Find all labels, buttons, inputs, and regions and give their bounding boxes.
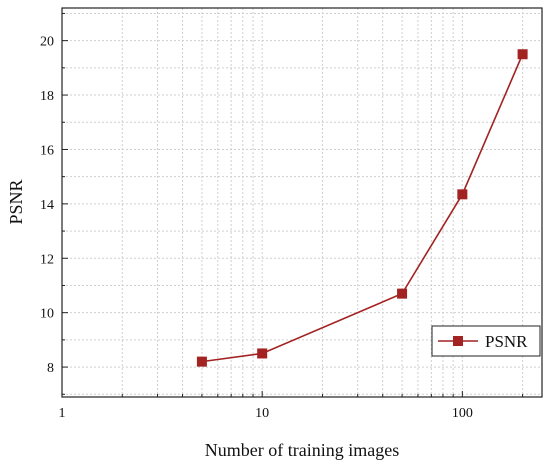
- legend-marker: [453, 336, 463, 346]
- x-tick-label: 10: [255, 406, 269, 421]
- y-tick-label: 14: [40, 198, 54, 213]
- x-tick-labels: 1 10 100: [59, 406, 473, 421]
- data-point: [457, 189, 468, 200]
- y-tick-label: 16: [40, 143, 54, 158]
- data-point: [517, 49, 528, 60]
- y-tick-label: 18: [40, 89, 54, 104]
- data-point: [397, 288, 408, 299]
- y-tick-label: 8: [47, 361, 54, 376]
- y-axis-title: PSNR: [6, 179, 26, 224]
- y-tick-labels: 8 10 12 14 16 18 20: [40, 35, 54, 376]
- x-tick-label: 1: [59, 406, 66, 421]
- series-psnr: [196, 49, 528, 367]
- y-tick-label: 10: [40, 307, 54, 322]
- x-tick-label: 100: [452, 406, 473, 421]
- legend-label-psnr: PSNR: [485, 332, 528, 351]
- data-point: [196, 356, 207, 367]
- axis-ticks: [62, 12, 524, 397]
- y-tick-label: 20: [40, 35, 54, 50]
- legend: PSNR: [431, 325, 541, 357]
- data-point: [257, 348, 268, 359]
- y-tick-label: 12: [40, 252, 54, 267]
- series-line: [201, 53, 524, 363]
- plot-frame: [61, 7, 543, 398]
- x-axis-title: Number of training images: [205, 440, 399, 460]
